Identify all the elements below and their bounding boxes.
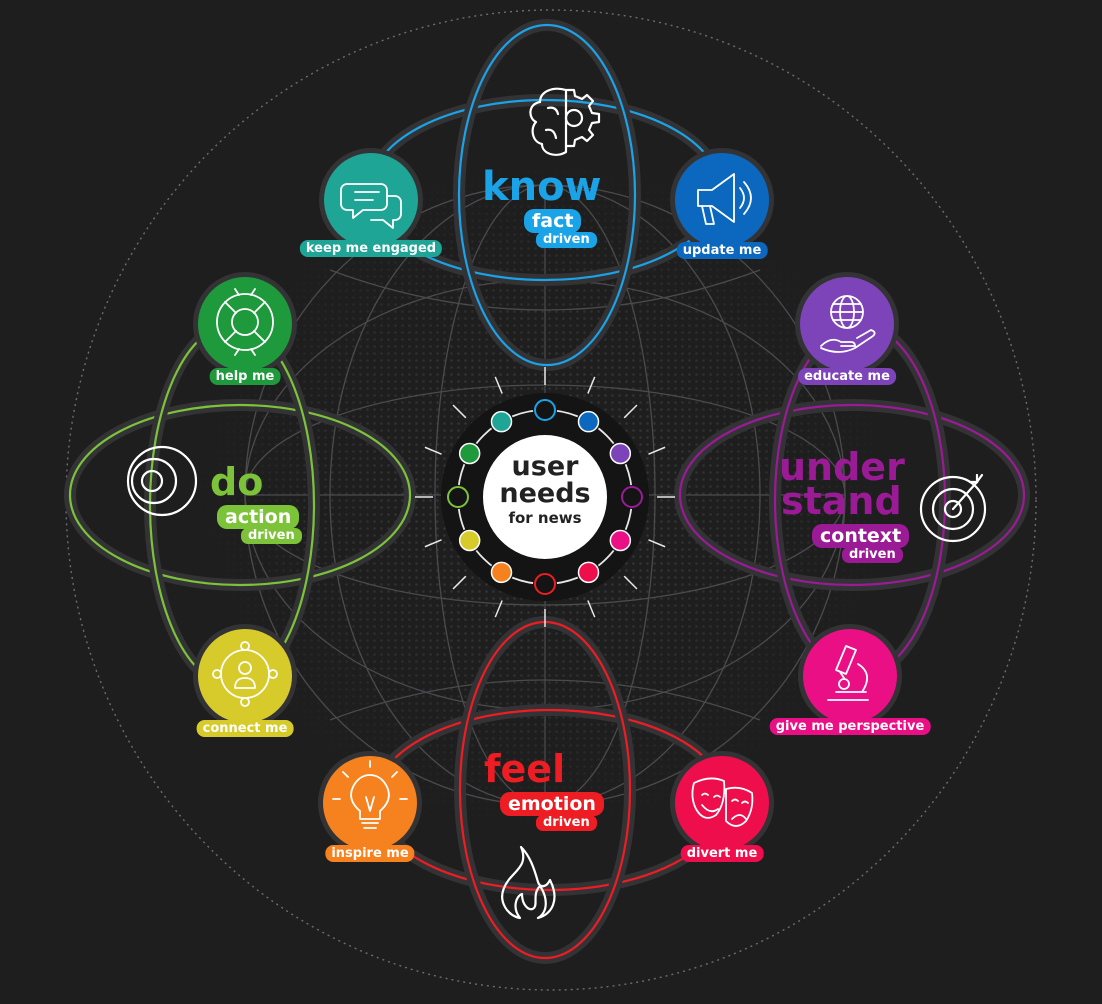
center-line1: user xyxy=(511,451,579,482)
do-sub: driven xyxy=(241,528,302,545)
ring-dot xyxy=(609,529,632,552)
target-icon xyxy=(126,445,198,517)
ring-dot xyxy=(458,442,481,465)
ray-tick xyxy=(424,446,442,455)
center-line3: for news xyxy=(508,509,582,527)
need-circle xyxy=(198,629,292,723)
chat-icon xyxy=(340,183,402,229)
target-arrow-icon xyxy=(919,473,987,543)
need-circle xyxy=(323,756,417,850)
lifebuoy-icon xyxy=(216,288,274,356)
ring-dot xyxy=(534,399,556,421)
know-title: know xyxy=(482,164,602,210)
need-node-divert-me[interactable] xyxy=(670,751,774,855)
ray-tick xyxy=(587,600,596,618)
globe-hand-icon xyxy=(820,295,876,353)
feel-sub: driven xyxy=(536,815,597,832)
need-label-update-me: update me xyxy=(676,242,768,259)
need-node-connect-me[interactable] xyxy=(193,624,297,728)
understand-title-line2: stand xyxy=(781,479,902,523)
ring-dot xyxy=(577,561,600,584)
ray-tick xyxy=(648,446,666,455)
understand-title-line1: under xyxy=(779,445,905,489)
need-label-educate-me: educate me xyxy=(798,368,896,385)
ray-tick xyxy=(494,600,503,618)
do-title: do xyxy=(210,460,264,504)
need-node-give-me-perspective[interactable] xyxy=(798,624,902,728)
feel-tag: emotion xyxy=(500,792,604,816)
need-label-divert-me: divert me xyxy=(680,845,764,862)
center-title: user needs for news xyxy=(483,453,607,528)
need-label-keep-me-engaged: keep me engaged xyxy=(299,240,443,257)
ring-dot xyxy=(621,486,643,508)
need-circle xyxy=(675,153,769,247)
ring-dot xyxy=(534,573,556,595)
understand-sub: driven xyxy=(842,547,903,564)
center-rays xyxy=(415,367,675,627)
ring-dot xyxy=(458,529,481,552)
ray-tick xyxy=(494,376,503,394)
feel-title: feel xyxy=(484,747,566,791)
know-sub: driven xyxy=(536,232,597,249)
need-label-inspire-me: inspire me xyxy=(325,845,415,862)
ring-dot xyxy=(609,442,632,465)
ray-tick xyxy=(648,539,666,548)
ray-tick xyxy=(424,539,442,548)
ring-dot xyxy=(577,410,600,433)
center-line2: needs xyxy=(499,478,591,509)
megaphone-icon xyxy=(697,173,752,225)
need-label-connect-me: connect me xyxy=(196,720,294,737)
need-node-keep-me-engaged[interactable] xyxy=(319,148,423,252)
ring-dot xyxy=(490,561,513,584)
need-label-give-me-perspective: give me perspective xyxy=(769,718,931,735)
need-node-help-me[interactable] xyxy=(193,272,297,376)
understand-tag: context xyxy=(812,524,910,548)
flame-icon xyxy=(501,845,556,920)
need-circle xyxy=(803,629,897,723)
know-tag: fact xyxy=(524,209,582,233)
brain-gear-icon xyxy=(529,87,601,156)
need-label-help-me: help me xyxy=(209,368,281,385)
ray-tick xyxy=(452,575,467,590)
lightbulb-icon xyxy=(332,760,408,829)
need-circle xyxy=(198,277,292,371)
network-person-icon xyxy=(212,641,278,707)
ring-dot xyxy=(490,410,513,433)
need-node-update-me[interactable] xyxy=(670,148,774,252)
center-disc xyxy=(483,435,607,559)
ray-tick xyxy=(623,575,638,590)
ring-dot xyxy=(447,486,469,508)
need-node-educate-me[interactable] xyxy=(795,272,899,376)
need-circle xyxy=(800,277,894,371)
ray-tick xyxy=(452,404,467,419)
theatre-masks-icon xyxy=(691,777,754,827)
ray-tick xyxy=(587,376,596,394)
need-node-inspire-me[interactable] xyxy=(318,751,422,855)
microscope-icon xyxy=(827,645,869,701)
ray-tick xyxy=(623,404,638,419)
do-tag: action xyxy=(217,505,300,529)
